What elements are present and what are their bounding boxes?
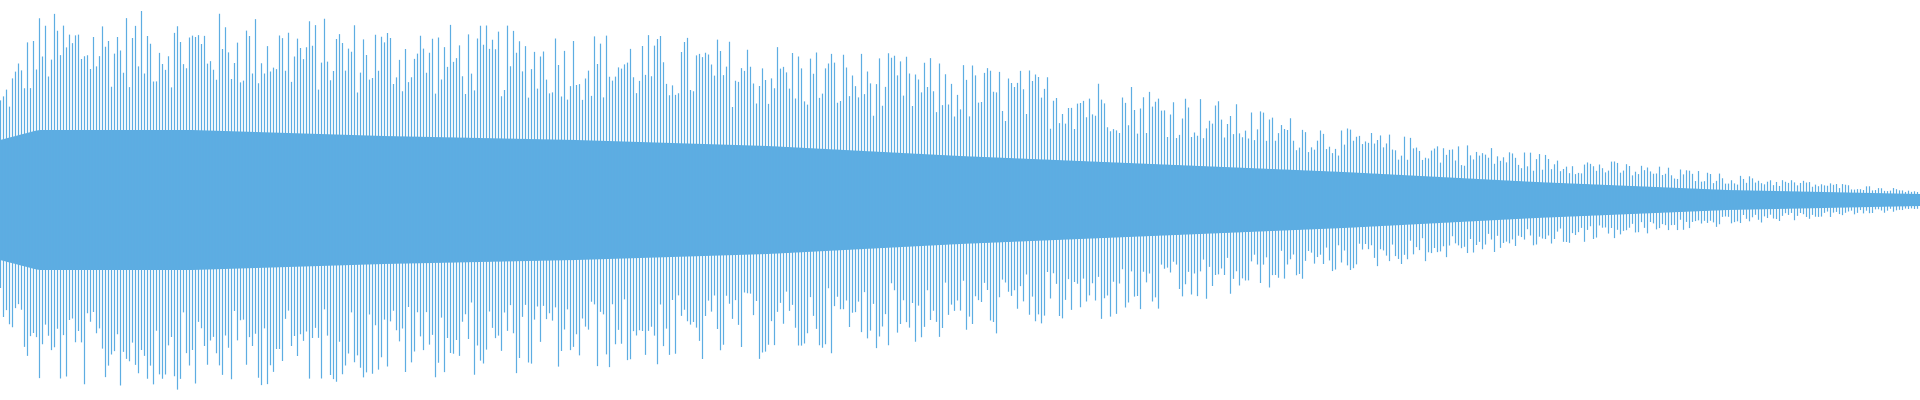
waveform-lines bbox=[0, 11, 1919, 390]
